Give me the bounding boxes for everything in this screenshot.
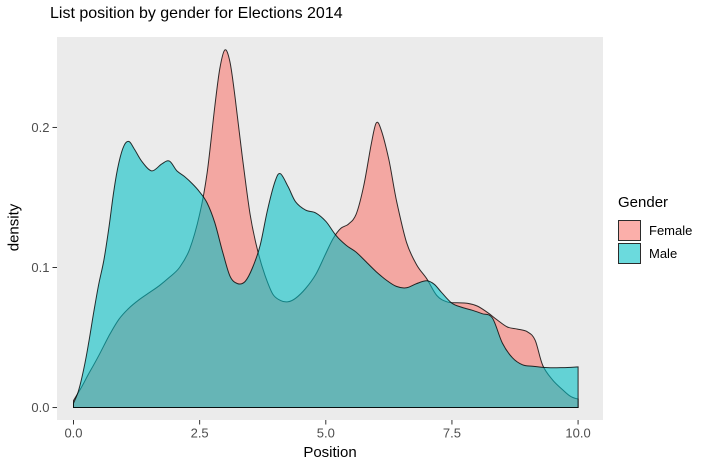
legend-title: Gender xyxy=(618,194,669,211)
x-tick-label: 5.0 xyxy=(317,426,335,441)
legend-swatch-male-icon xyxy=(618,243,641,264)
chart-title: List position by gender for Elections 20… xyxy=(50,5,343,22)
legend: Gender Female Male xyxy=(618,194,692,266)
x-tick-label: 0.0 xyxy=(64,426,82,441)
x-tick-label: 7.5 xyxy=(443,426,461,441)
legend-key-male: Male xyxy=(618,243,692,264)
y-tick-label: 0.2 xyxy=(31,120,49,135)
legend-label-female: Female xyxy=(649,223,693,238)
y-tick-label: 0.1 xyxy=(31,260,49,275)
density-area-male xyxy=(73,140,579,408)
legend-swatch-female-icon xyxy=(618,220,641,241)
legend-label-male: Male xyxy=(649,246,678,261)
x-axis-title: Position xyxy=(303,444,357,461)
x-tick-label: 10.0 xyxy=(565,426,590,441)
y-tick-label: 0.0 xyxy=(31,400,49,415)
x-tick-label: 2.5 xyxy=(191,426,209,441)
legend-key-female: Female xyxy=(618,220,692,241)
y-axis-title: density xyxy=(5,203,23,252)
